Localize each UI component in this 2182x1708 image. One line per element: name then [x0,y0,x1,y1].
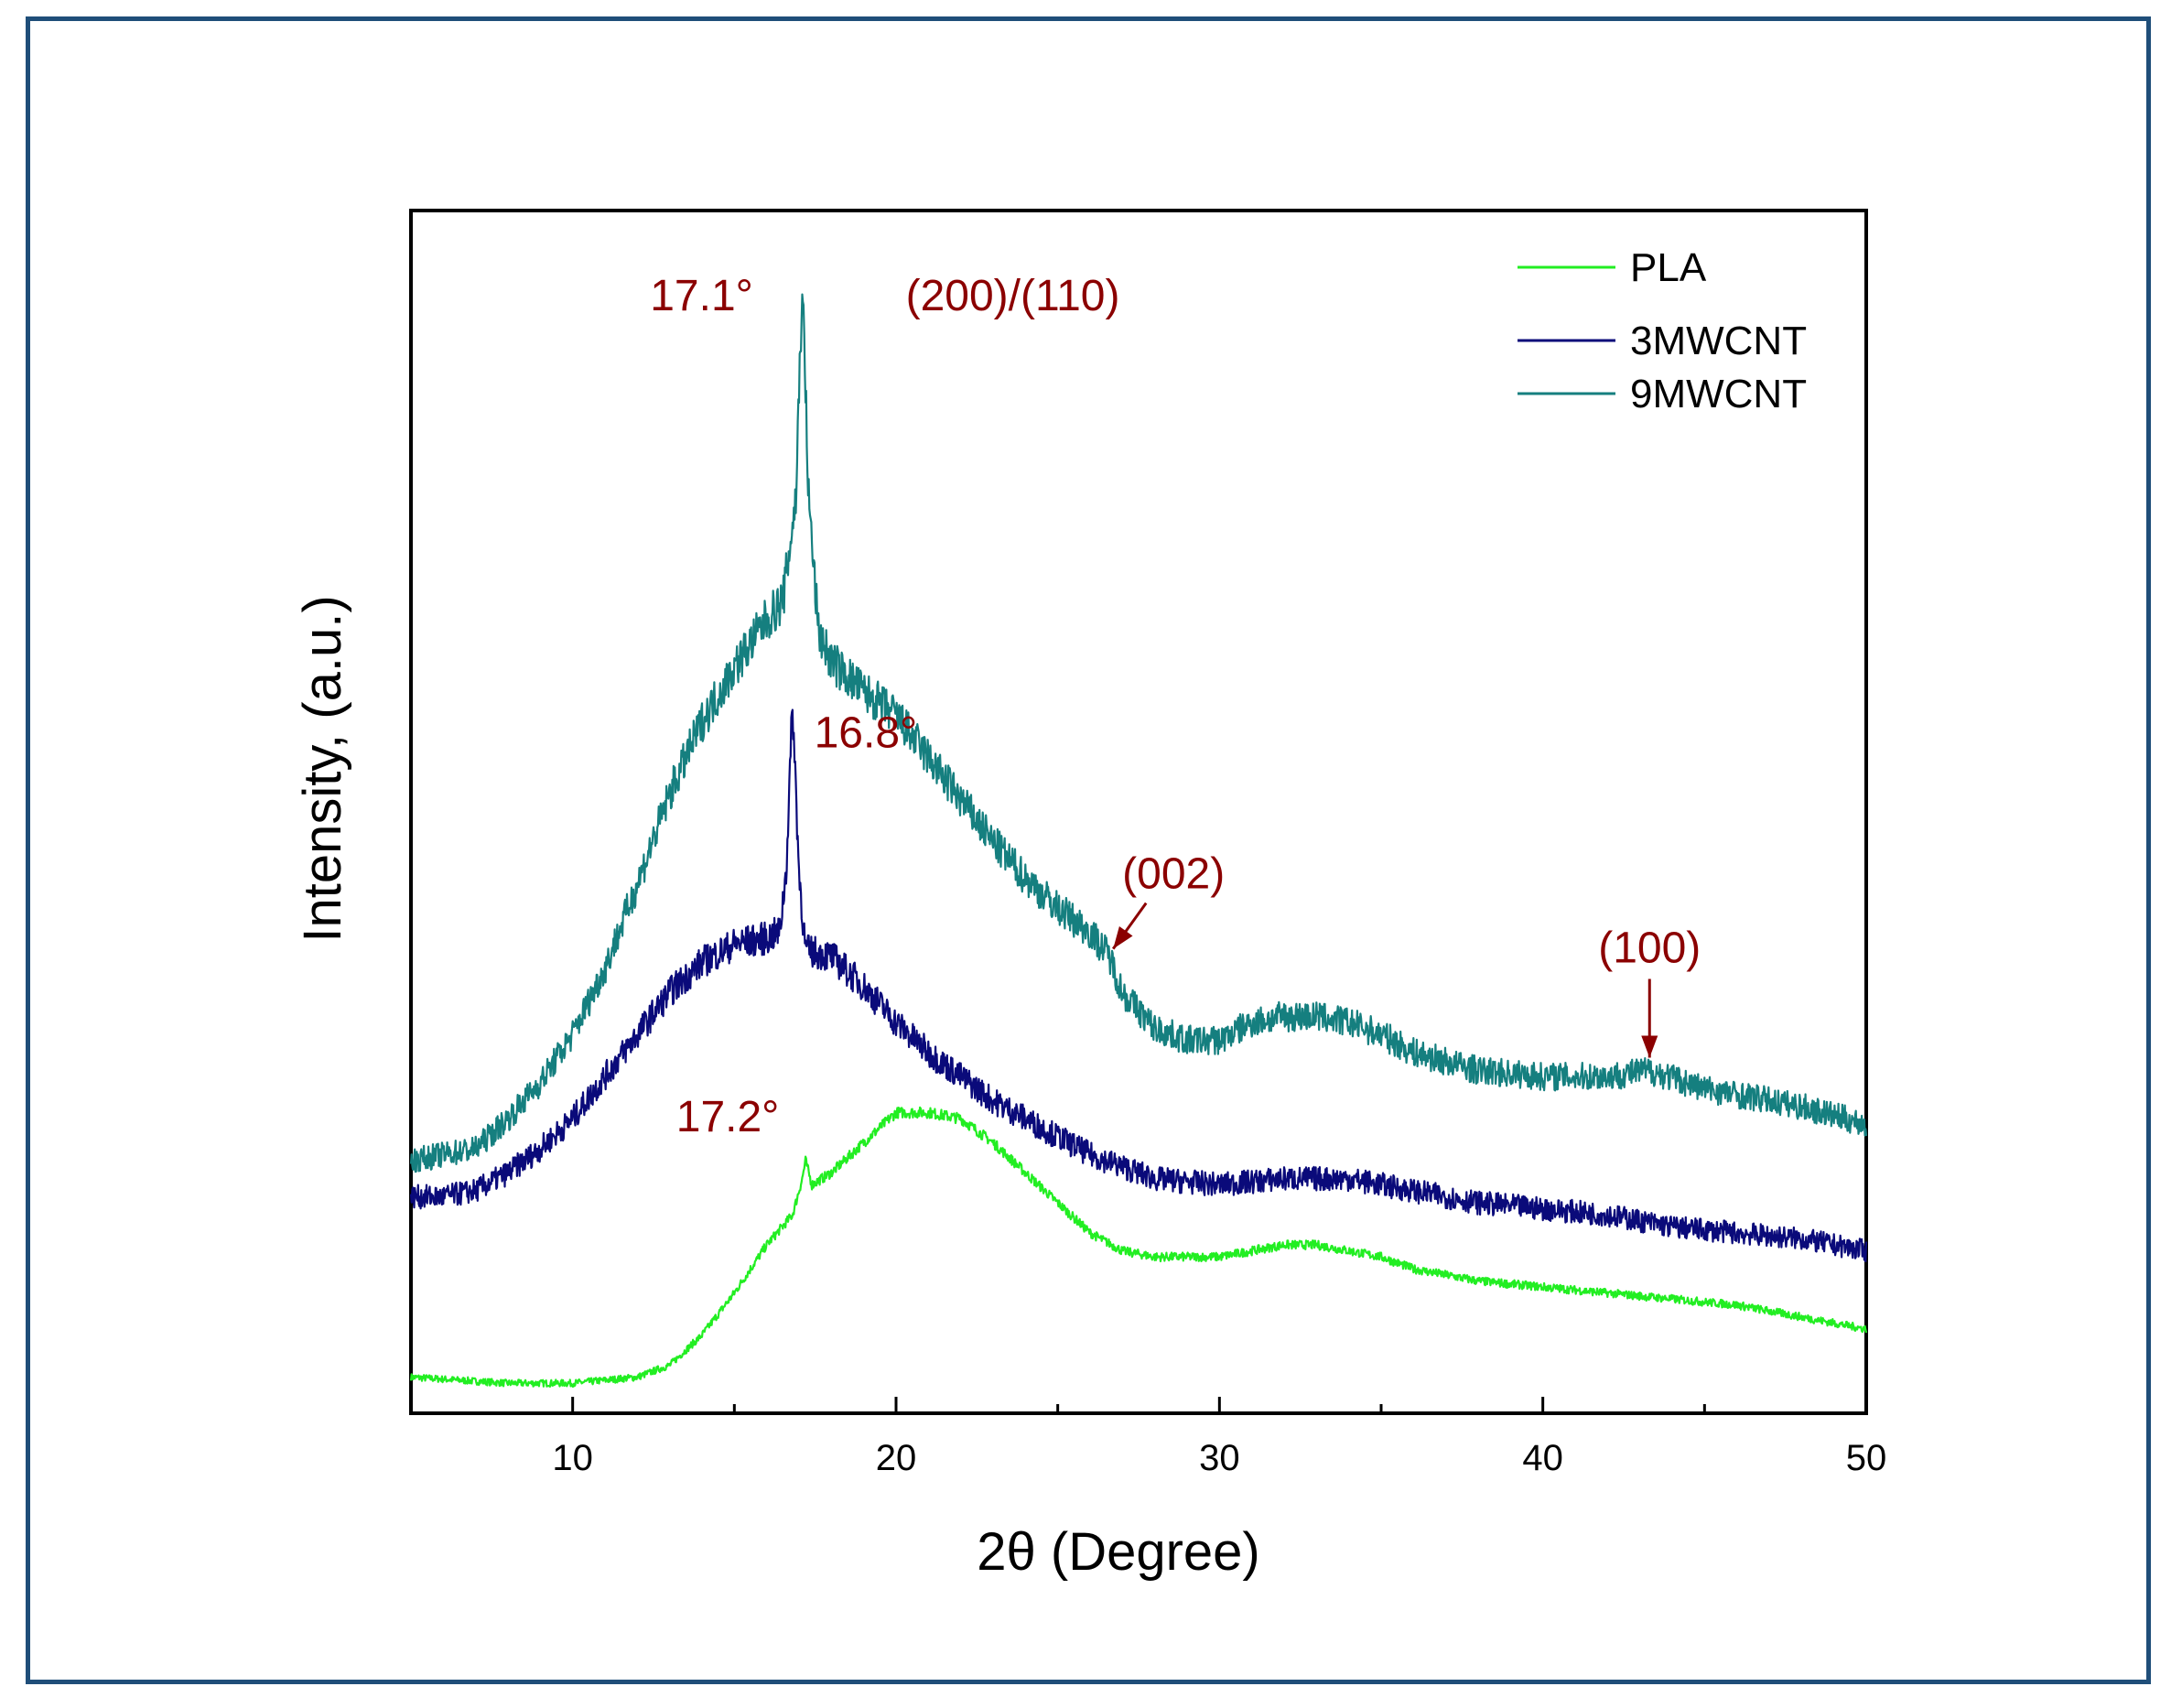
annotation-label: (002) [1122,850,1225,899]
x-tick-label: 50 [1846,1438,1887,1478]
annotation-label: 17.2° [676,1093,780,1141]
annotation-label: (100) [1598,924,1701,973]
x-axis-label: 2θ (Degree) [977,1522,1259,1582]
annotation-arrow-head [1641,1035,1658,1058]
series-line-pla [409,1106,1868,1388]
annotation-label: (200)/(110) [906,272,1120,320]
x-axis-ticks: 10 20 30 40 50 [409,1397,1887,1478]
x-tick-label: 20 [876,1438,917,1478]
annotation-label: 16.8° [815,709,918,758]
y-axis-label: Intensity, (a.u.) [293,595,352,942]
annotation-arrow-head [1113,925,1133,949]
annotation-label: 17.1° [650,272,753,320]
series-line-9mwcnt [409,293,1868,1173]
legend-label: PLA [1630,245,1707,290]
x-tick-label: 30 [1199,1438,1240,1478]
series-line-3mwcnt [409,708,1868,1263]
annotation-layer: 17.1° (200)/(110) 16.8° 17.2° (002) (100) [650,272,1701,1141]
legend-label: 3MWCNT [1630,319,1807,363]
legend: PLA 3MWCNT 9MWCNT [1518,245,1807,416]
series-layer [409,293,1868,1388]
x-tick-label: 10 [552,1438,593,1478]
x-tick-label: 40 [1522,1438,1563,1478]
legend-label: 9MWCNT [1630,372,1807,416]
